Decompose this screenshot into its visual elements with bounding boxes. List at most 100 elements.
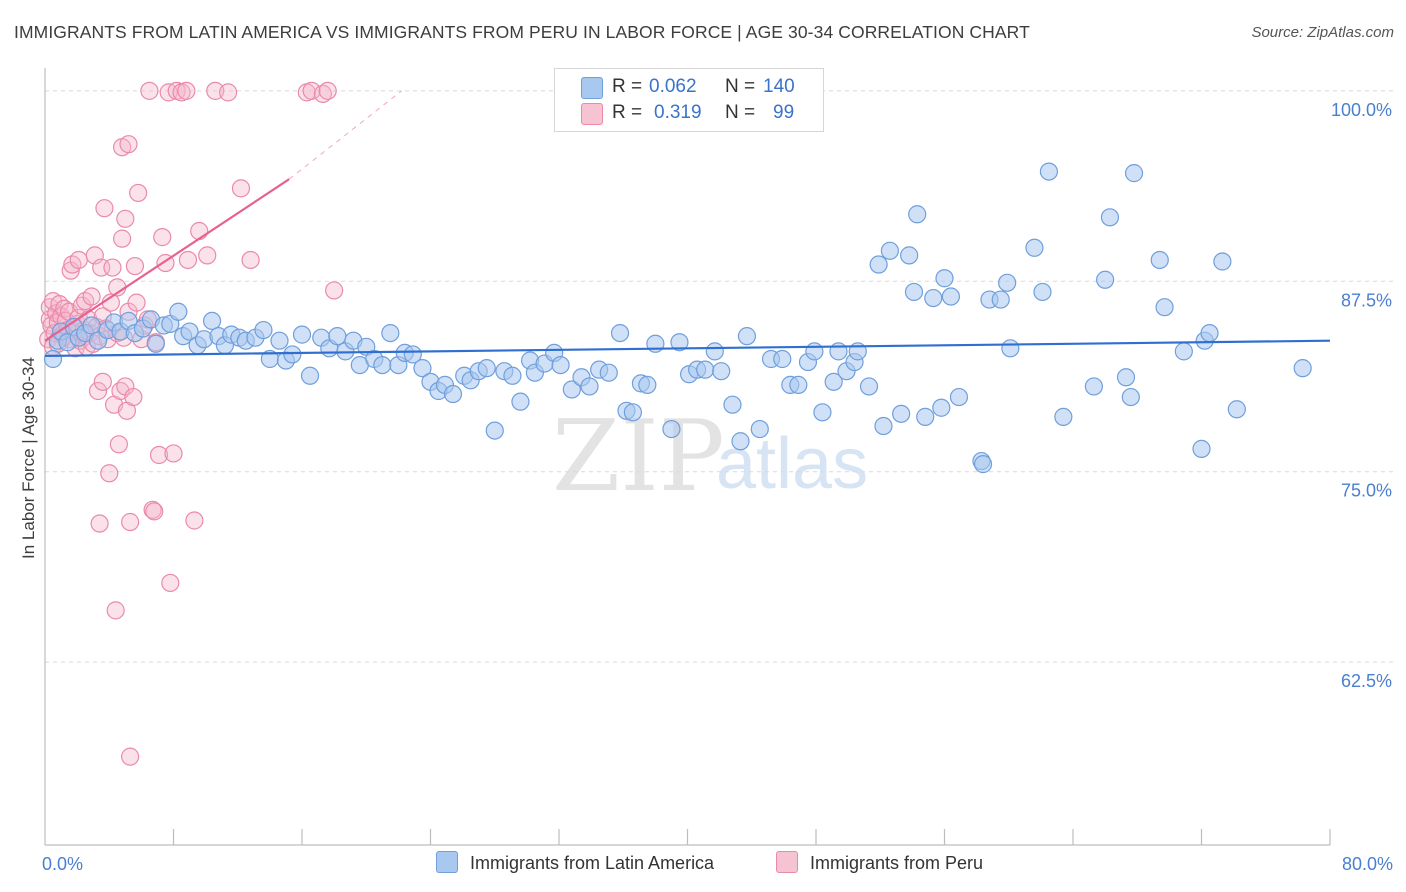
- latin-america-point: [551, 355, 570, 375]
- latin-america-point: [1124, 164, 1144, 183]
- peru-point: [112, 229, 132, 248]
- latin-america-point: [169, 302, 188, 321]
- peru-trend-extension: [288, 90, 402, 180]
- bottom-legend-peru: Immigrants from Peru: [776, 851, 983, 874]
- latin-america-point: [1001, 339, 1020, 358]
- peru-point: [109, 435, 128, 454]
- peru-point: [190, 221, 209, 241]
- latin-america-point: [869, 255, 888, 274]
- peru-point: [178, 250, 198, 270]
- peru-point: [125, 256, 145, 276]
- latin-america-point: [916, 407, 935, 426]
- bottom-legend-latin-america: Immigrants from Latin America: [436, 851, 714, 874]
- latin-america-point: [789, 375, 808, 394]
- latin-america-point: [949, 387, 969, 407]
- latin-america-point: [731, 432, 750, 451]
- peru-point: [93, 372, 112, 391]
- y-tick-label: 87.5%: [1341, 290, 1392, 310]
- latin-america-point: [1213, 252, 1232, 271]
- latin-america-point: [1155, 298, 1174, 317]
- latin-america-point: [705, 342, 724, 361]
- peru-point: [241, 250, 260, 270]
- latin-america-point: [859, 377, 879, 396]
- peru-point: [149, 445, 169, 465]
- peru-points: [39, 81, 344, 766]
- peru-point: [140, 81, 159, 100]
- latin-america-point: [904, 282, 924, 302]
- y-axis-title: In Labor Force | Age 30-34: [19, 357, 38, 559]
- legend-swatch-blue: [581, 77, 603, 99]
- peru-point: [121, 512, 140, 532]
- latin-america-point: [900, 246, 919, 265]
- peru-point: [198, 246, 217, 265]
- x-tick-label: 0.0%: [42, 854, 83, 874]
- legend-r-value: 0.319: [654, 102, 702, 123]
- latin-america-point: [1200, 323, 1219, 343]
- peru-point: [127, 293, 146, 312]
- source-label: Source: ZipAtlas.com: [1251, 24, 1394, 41]
- peru-point: [145, 502, 164, 521]
- latin-america-point: [1174, 342, 1193, 361]
- latin-america-point: [43, 349, 63, 369]
- latin-america-point: [670, 333, 689, 352]
- latin-america-point: [202, 311, 222, 331]
- latin-america-point: [880, 241, 899, 260]
- x-tick-labels: 0.0% 80.0%: [42, 854, 1393, 874]
- latin-america-point: [1121, 387, 1140, 407]
- latin-america-point: [892, 404, 911, 423]
- peru-point: [90, 514, 109, 533]
- latin-america-point: [1227, 400, 1246, 419]
- peru-point: [177, 81, 196, 100]
- trend-lines: [44, 90, 1331, 358]
- peru-point: [121, 747, 140, 766]
- y-tick-label: 62.5%: [1341, 671, 1392, 691]
- bottom-legend-swatch-pink: [776, 851, 798, 873]
- latin-america-point: [1116, 368, 1136, 387]
- latin-america-point: [1192, 439, 1211, 458]
- peru-point: [95, 199, 114, 218]
- latin-america-point: [1150, 250, 1169, 270]
- latin-america-point: [1100, 208, 1120, 227]
- latin-america-point: [511, 392, 530, 411]
- latin-america-point: [580, 377, 599, 396]
- peru-point: [313, 84, 332, 104]
- latin-america-point: [485, 421, 504, 440]
- peru-point: [100, 464, 119, 483]
- y-tick-label: 100.0%: [1331, 100, 1392, 120]
- latin-america-trend-line: [44, 339, 1331, 358]
- latin-america-point: [998, 273, 1017, 292]
- latin-america-point: [1293, 359, 1312, 378]
- latin-america-point: [146, 334, 165, 353]
- legend-n-value: 140: [763, 76, 795, 97]
- peru-point: [318, 81, 337, 100]
- latin-america-point: [737, 327, 757, 346]
- latin-america-point: [1025, 238, 1044, 257]
- peru-trend-line: [44, 178, 290, 342]
- latin-america-point: [662, 419, 681, 439]
- peru-point: [325, 281, 344, 300]
- latin-america-point: [991, 290, 1010, 309]
- latin-america-point: [373, 355, 392, 375]
- latin-america-point: [924, 288, 943, 308]
- latin-america-point: [270, 331, 289, 350]
- legend-r-label: R =: [612, 76, 643, 97]
- stats-legend: R = 0.062 N = 140 R = 0.319 N = 99: [554, 68, 824, 132]
- latin-america-point: [941, 287, 961, 306]
- latin-america-point: [973, 455, 993, 474]
- peru-point: [185, 511, 204, 530]
- latin-america-point: [562, 380, 581, 399]
- peru-point: [69, 250, 88, 270]
- latin-america-point: [443, 384, 463, 404]
- latin-america-point: [381, 323, 400, 343]
- legend-r-label: R =: [612, 102, 643, 123]
- latin-america-point: [750, 419, 769, 439]
- latin-america-point: [813, 403, 832, 422]
- bottom-legend-label: Immigrants from Peru: [810, 853, 984, 873]
- legend-n-value: 99: [773, 102, 795, 123]
- peru-point: [103, 258, 122, 277]
- latin-america-point: [403, 345, 422, 364]
- latin-america-point: [599, 363, 618, 382]
- x-tick-label: 80.0%: [1342, 854, 1393, 874]
- latin-america-point: [300, 366, 320, 385]
